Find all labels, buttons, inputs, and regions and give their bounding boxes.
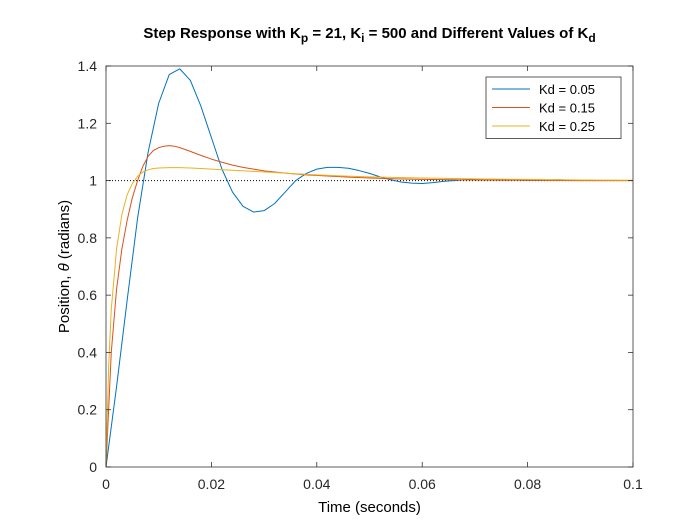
title-segment: = 21, K bbox=[308, 25, 361, 42]
y-label-prefix: Position, bbox=[56, 271, 73, 333]
x-tick-label: 0.02 bbox=[198, 476, 225, 492]
y-tick-label: 0.2 bbox=[78, 402, 98, 418]
chart-title: Step Response with Kp = 21, Ki = 500 and… bbox=[143, 25, 595, 45]
x-tick-label: 0.06 bbox=[409, 476, 436, 492]
x-tick-label: 0 bbox=[102, 476, 110, 492]
x-tick-label: 0.1 bbox=[623, 476, 643, 492]
title-subscript: i bbox=[361, 31, 364, 45]
plot-frame bbox=[105, 65, 634, 468]
legend-label-2: Kd = 0.15 bbox=[539, 101, 595, 116]
legend-label-1: Kd = 0.05 bbox=[539, 82, 595, 97]
y-tick-label: 0.4 bbox=[78, 344, 98, 360]
x-tick-label: 0.08 bbox=[514, 476, 541, 492]
y-tick-label: 0 bbox=[89, 459, 97, 475]
series-line-3 bbox=[105, 167, 634, 468]
legend-label-3: Kd = 0.25 bbox=[539, 119, 595, 134]
y-tick-label: 0.8 bbox=[78, 230, 98, 246]
x-tick-label: 0.04 bbox=[303, 476, 330, 492]
title-subscript: d bbox=[588, 31, 595, 45]
series-line-2 bbox=[105, 145, 633, 468]
y-label-suffix: (radians) bbox=[56, 200, 73, 263]
ticks-layer: 0 0.02 0.04 0.06 0.08 0.1 0 0.2 0.4 0.6 0.8 1 1.2 1.4 bbox=[78, 58, 643, 492]
y-axis-label: Position, θ (radians) bbox=[56, 200, 73, 333]
legend: Kd = 0.05 Kd = 0.15 Kd = 0.25 bbox=[485, 76, 622, 139]
title-subscript: p bbox=[301, 31, 308, 45]
x-axis-label: Time (seconds) bbox=[318, 499, 421, 516]
y-tick-label: 1.2 bbox=[78, 115, 98, 131]
y-tick-label: 1 bbox=[89, 173, 97, 189]
y-tick-label: 1.4 bbox=[78, 58, 98, 74]
y-label-symbol: θ bbox=[56, 263, 73, 271]
y-tick-label: 0.6 bbox=[78, 287, 98, 303]
series-layer bbox=[105, 68, 634, 468]
title-segment: = 500 and Different Values of K bbox=[365, 25, 589, 42]
title-segment: Step Response with K bbox=[143, 25, 301, 42]
